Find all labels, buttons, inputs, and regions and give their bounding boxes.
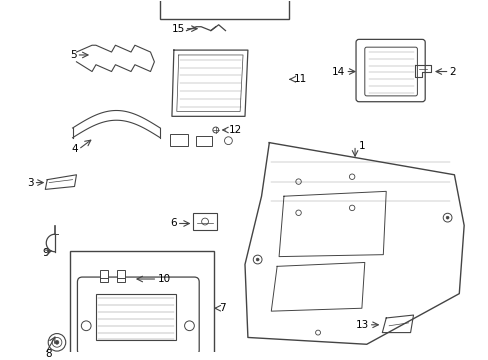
Text: 10: 10 xyxy=(157,274,170,284)
FancyBboxPatch shape xyxy=(77,277,199,355)
Bar xyxy=(193,213,216,230)
Bar xyxy=(117,270,125,282)
Text: 13: 13 xyxy=(355,320,368,330)
Text: 8: 8 xyxy=(45,349,52,359)
FancyBboxPatch shape xyxy=(355,39,425,102)
Bar xyxy=(160,0,288,19)
Circle shape xyxy=(256,258,259,261)
Text: 14: 14 xyxy=(331,67,345,77)
Text: 9: 9 xyxy=(42,248,49,258)
Text: 11: 11 xyxy=(293,74,306,84)
Bar xyxy=(196,136,211,145)
Bar xyxy=(170,134,187,145)
Circle shape xyxy=(445,216,448,219)
Text: 4: 4 xyxy=(72,144,78,154)
Circle shape xyxy=(55,341,59,344)
Bar xyxy=(69,251,213,360)
FancyBboxPatch shape xyxy=(364,47,417,96)
Bar xyxy=(100,270,107,282)
Text: 3: 3 xyxy=(27,177,34,188)
Text: 15: 15 xyxy=(171,24,184,34)
Text: 1: 1 xyxy=(358,140,365,150)
Text: 6: 6 xyxy=(170,219,177,229)
Bar xyxy=(96,294,176,341)
Text: 2: 2 xyxy=(448,67,455,77)
Text: 5: 5 xyxy=(70,50,76,60)
Text: 12: 12 xyxy=(228,125,241,135)
Text: 7: 7 xyxy=(218,303,225,313)
